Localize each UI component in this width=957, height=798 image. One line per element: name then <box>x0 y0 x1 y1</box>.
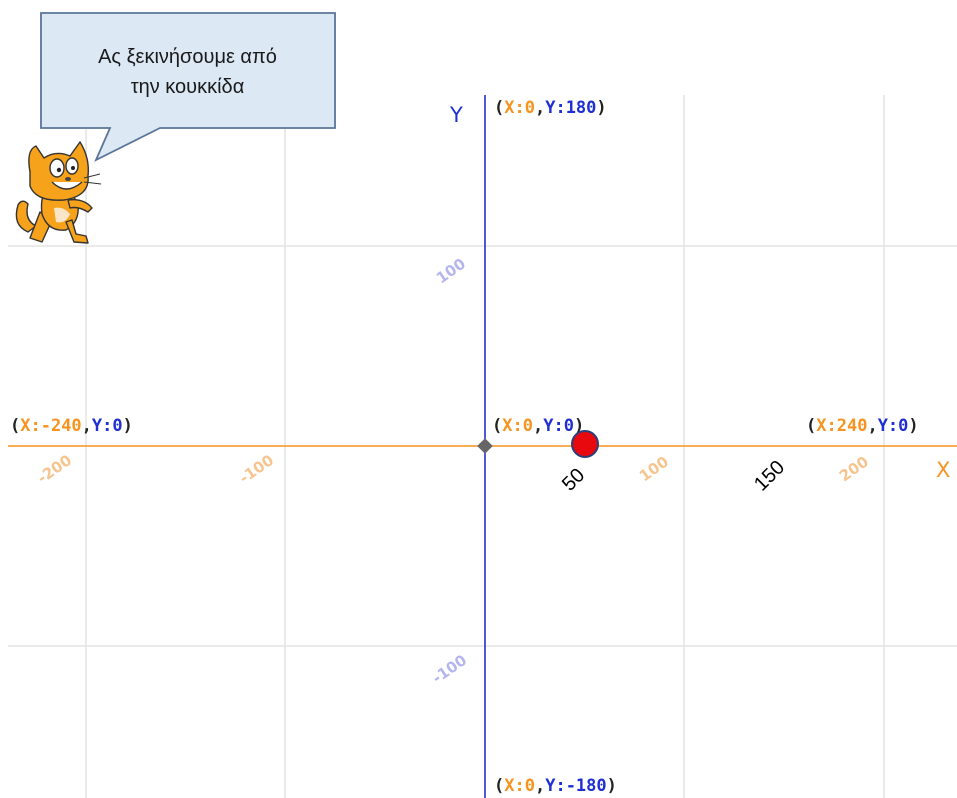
annotation-150: 150 <box>750 456 789 495</box>
tick-x-200: 200 <box>836 453 872 486</box>
speech-bubble-line-2: την κουκκίδα <box>130 76 245 98</box>
speech-bubble-text: Ας ξεκινήσουμε από την κουκκίδα <box>40 12 335 128</box>
red-dot-icon[interactable] <box>571 430 599 458</box>
annotation-50: 50 <box>558 464 589 495</box>
coord-label-right: (X:240,Y:0) <box>806 416 919 436</box>
coord-label-left: (X:-240,Y:0) <box>10 416 133 436</box>
tick-x-100: 100 <box>636 453 672 486</box>
x-axis-name: X <box>936 458 950 482</box>
coord-label-bottom: (X:0,Y:-180) <box>494 776 617 796</box>
tick-x-neg100: -100 <box>236 451 277 487</box>
speech-bubble-line-1: Ας ξεκινήσουμε από <box>98 46 277 68</box>
coord-label-origin: (X:0,Y:0) <box>492 416 584 436</box>
origin-marker <box>477 438 493 454</box>
coord-label-top: (X:0,Y:180) <box>494 98 607 118</box>
tick-x-neg200: -200 <box>34 451 75 487</box>
tick-y-100: 100 <box>433 255 469 288</box>
speech-bubble <box>40 12 336 162</box>
tick-y-neg100: -100 <box>429 651 470 687</box>
scratch-cat-icon[interactable] <box>15 141 102 244</box>
y-axis-name: Y <box>449 103 463 127</box>
